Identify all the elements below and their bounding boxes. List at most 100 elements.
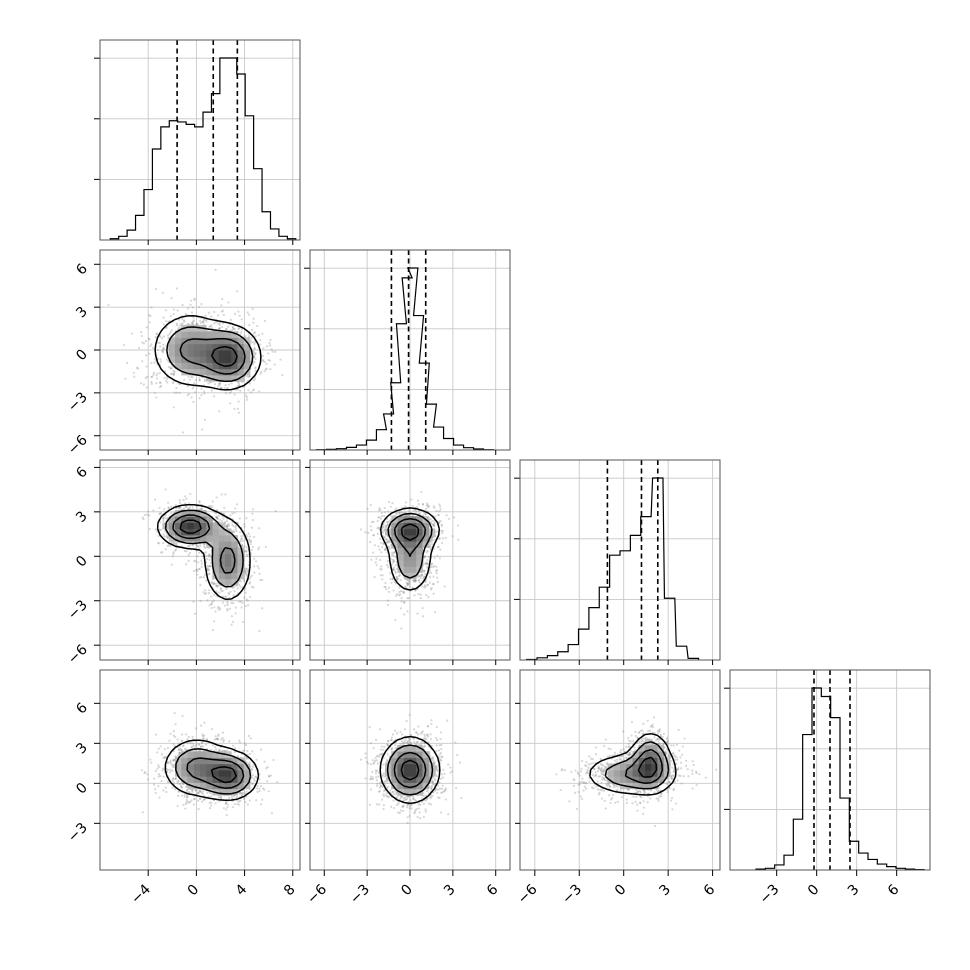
scatter-point (202, 543, 206, 546)
scatter-point (140, 334, 143, 338)
scatter-point (425, 565, 429, 568)
scatter-point (239, 539, 243, 542)
scatter-point (237, 583, 241, 586)
scatter-point (149, 314, 152, 318)
scatter-point (383, 511, 386, 514)
scatter-point (426, 583, 429, 587)
scatter-point (263, 319, 267, 323)
scatter-point (175, 287, 179, 290)
scatter-point (399, 607, 403, 610)
scatter-point (144, 377, 147, 380)
density-cell (237, 356, 245, 363)
scatter-point (263, 360, 266, 363)
scatter-point (234, 612, 237, 615)
scatter-panel-1-2 (309, 459, 511, 661)
scatter-point (204, 589, 207, 592)
scatter-point (145, 365, 148, 368)
scatter-point (208, 325, 211, 328)
scatter-point (421, 502, 425, 506)
scatter-point (232, 620, 235, 624)
scatter-point (158, 506, 161, 509)
scatter-point (435, 530, 438, 533)
scatter-point (238, 517, 241, 520)
scatter-point (161, 350, 164, 353)
scatter-point (186, 507, 190, 510)
scatter-point (218, 327, 221, 330)
scatter-point (233, 312, 237, 316)
density-cell (193, 343, 201, 351)
scatter-point (152, 373, 155, 376)
scatter-point (390, 553, 394, 556)
scatter-point (162, 789, 165, 792)
scatter-point (254, 366, 257, 369)
scatter-point (240, 328, 243, 331)
scatter-point (204, 314, 207, 317)
scatter-point (246, 599, 249, 602)
scatter-point (385, 588, 388, 591)
scatter-point (162, 347, 165, 350)
scatter-point (394, 571, 397, 574)
scatter-point (252, 331, 256, 335)
scatter-point (380, 565, 383, 568)
scatter-point (156, 349, 159, 352)
scatter-point (438, 503, 441, 506)
scatter-point (234, 606, 237, 609)
scatter-point (253, 571, 256, 574)
scatter-point (225, 587, 228, 590)
scatter-point (425, 561, 428, 564)
scatter-point (200, 302, 203, 306)
scatter-point (410, 498, 413, 501)
scatter-point (153, 391, 156, 394)
scatter-point (182, 499, 185, 502)
scatter-point (387, 586, 391, 589)
scatter-point (380, 551, 383, 554)
density-cell (212, 535, 220, 542)
scatter-point (243, 545, 246, 548)
scatter-point (398, 586, 401, 589)
scatter-point (181, 431, 184, 434)
scatter-point (237, 411, 241, 414)
scatter-point (162, 348, 165, 351)
scatter-point (200, 394, 203, 397)
scatter-point (184, 495, 187, 498)
scatter-point (158, 381, 162, 384)
scatter-point (209, 554, 212, 558)
scatter-point (146, 510, 150, 513)
scatter-point (207, 382, 210, 385)
scatter-point (399, 593, 402, 596)
scatter-point (211, 327, 214, 330)
scatter-point (385, 538, 388, 541)
scatter-point (406, 610, 409, 613)
scatter-point (250, 328, 254, 331)
density-cell (206, 343, 213, 351)
scatter-point (162, 316, 165, 319)
scatter-point (175, 322, 179, 325)
scatter-point (216, 584, 219, 588)
scatter-point (172, 551, 175, 554)
scatter-point (223, 604, 227, 607)
scatter-point (253, 378, 257, 381)
scatter-point (205, 558, 209, 561)
scatter-point (419, 597, 422, 600)
scatter-point (246, 375, 249, 378)
scatter-point (408, 582, 411, 585)
density-cell (212, 547, 220, 555)
scatter-point (124, 377, 127, 380)
scatter-point (421, 607, 424, 610)
scatter-point (253, 557, 256, 560)
density-cell (218, 356, 226, 363)
scatter-point (154, 336, 157, 339)
scatter-point (224, 392, 228, 395)
scatter-point (385, 563, 389, 567)
scatter-point (236, 388, 239, 391)
scatter-point (198, 567, 201, 571)
scatter-point (420, 490, 423, 494)
histogram-panel-0 (94, 39, 301, 241)
scatter-point (436, 576, 439, 580)
scatter-point (172, 312, 175, 316)
scatter-point (192, 316, 195, 319)
scatter-point (191, 735, 194, 739)
scatter-point (372, 533, 375, 537)
scatter-point (173, 373, 176, 376)
scatter-point (217, 322, 220, 325)
